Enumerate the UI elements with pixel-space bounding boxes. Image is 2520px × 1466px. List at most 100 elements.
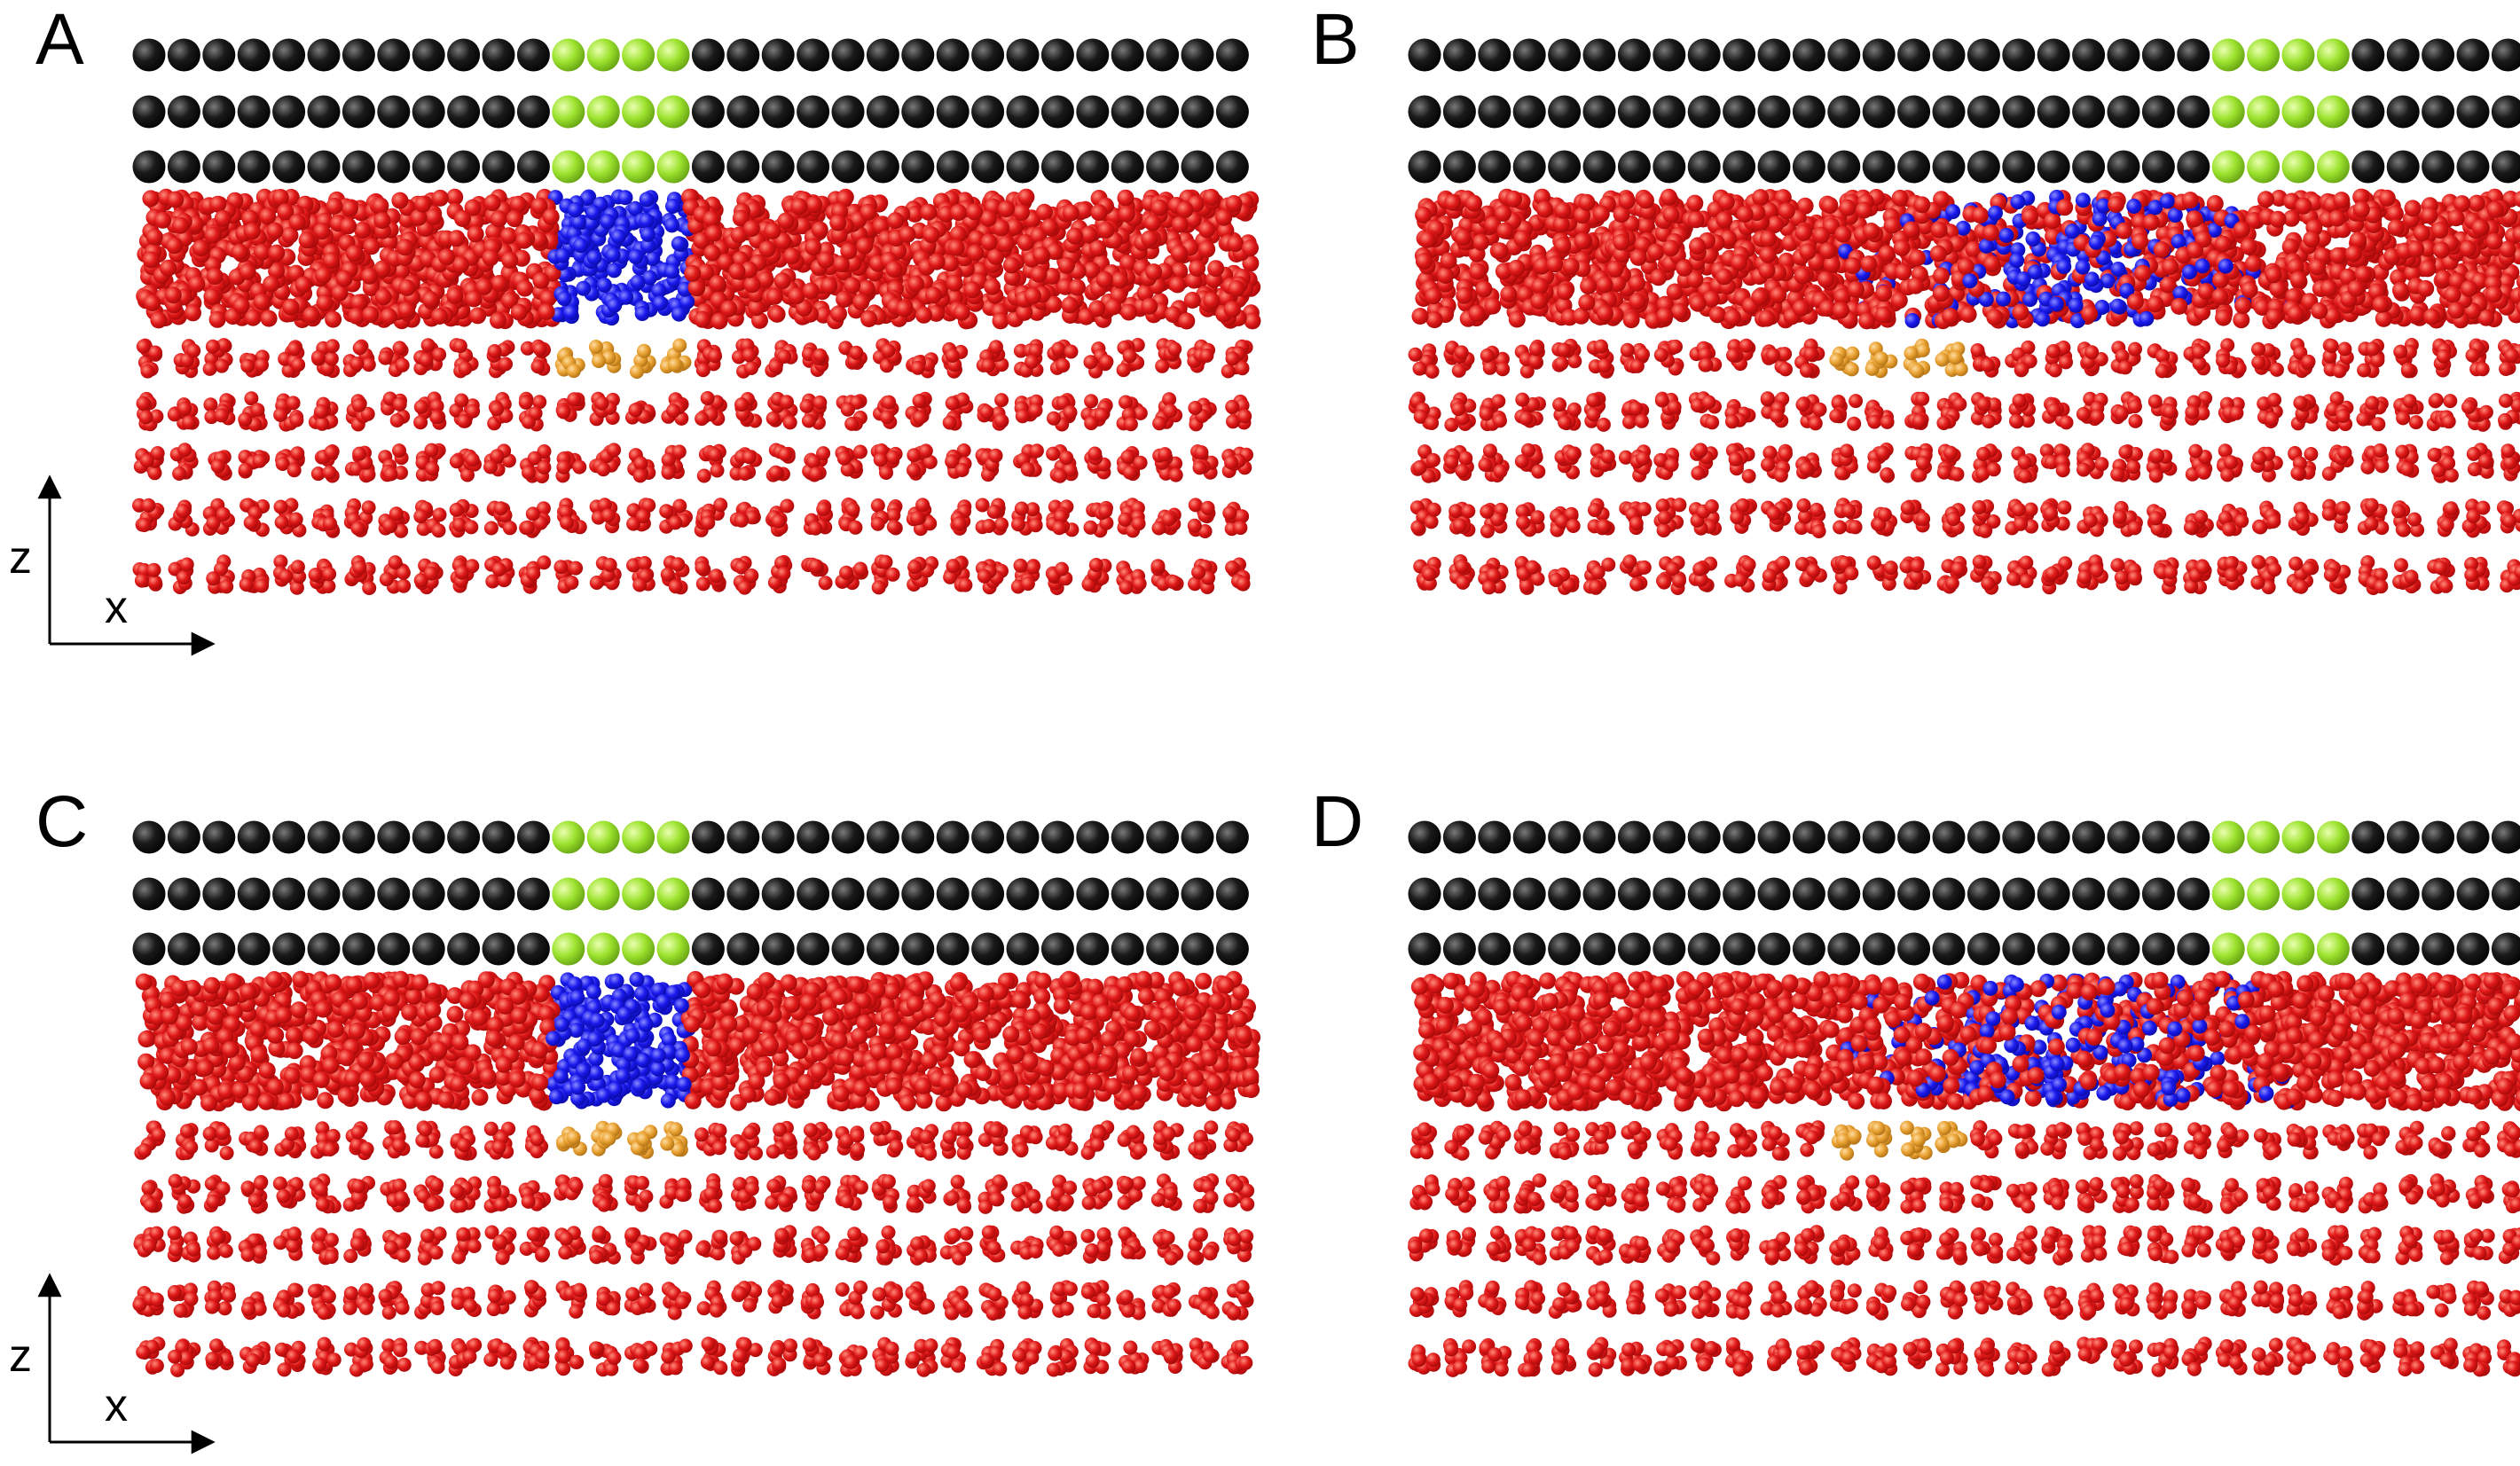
lattice-atom xyxy=(1480,348,1495,363)
window-atom xyxy=(552,38,585,72)
lattice-atom xyxy=(1482,360,1497,375)
wall-atom xyxy=(1792,150,1825,184)
tagged-substrate-atom xyxy=(668,357,682,372)
lattice-atom xyxy=(1025,560,1040,575)
fluid-atom xyxy=(805,239,822,256)
fluid-atom xyxy=(1792,299,1810,317)
window-atom xyxy=(2211,38,2245,72)
fluid-atom xyxy=(811,221,828,239)
lattice-atom xyxy=(1052,521,1067,536)
lattice-atom xyxy=(378,350,393,365)
lattice-atom xyxy=(1013,558,1028,573)
lattice-atom xyxy=(392,443,406,459)
fluid-atom xyxy=(2206,195,2224,212)
lattice-atom xyxy=(1161,512,1176,527)
fluid-atom xyxy=(1171,245,1188,262)
lattice-atom xyxy=(134,573,149,588)
lattice-atom xyxy=(809,466,824,482)
window-atom xyxy=(622,95,656,129)
fluid-atom xyxy=(231,243,248,261)
fluid-atom xyxy=(323,252,340,270)
fluid-atom xyxy=(2134,264,2152,282)
fluid-atom xyxy=(1556,283,1574,301)
fluid-atom xyxy=(922,226,940,244)
lattice-atom xyxy=(392,396,407,412)
lattice-atom xyxy=(255,357,269,372)
lattice-atom xyxy=(1188,401,1203,415)
fluid-atom xyxy=(1597,304,1613,322)
fluid-atom xyxy=(840,242,858,260)
wall-atom xyxy=(132,150,166,184)
wall-atom xyxy=(1442,150,1476,184)
window-atom xyxy=(2247,150,2281,184)
wall-atom xyxy=(866,95,899,129)
fluid-atom xyxy=(1145,263,1163,281)
tagged-fluid-atom xyxy=(2110,262,2126,277)
wall-atom xyxy=(1827,150,1861,184)
fluid-atom xyxy=(253,293,271,310)
wall-atom xyxy=(1181,38,1214,72)
tagged-fluid-atom xyxy=(585,205,601,221)
lattice-atom xyxy=(782,415,797,430)
fluid-atom xyxy=(2142,214,2160,231)
lattice-atom xyxy=(206,571,221,586)
tagged-fluid-atom xyxy=(630,274,646,290)
fluid-atom xyxy=(966,203,984,221)
lattice-atom xyxy=(490,402,505,417)
fluid-atom xyxy=(485,223,503,240)
fluid-atom xyxy=(1554,237,1572,255)
fluid-atom xyxy=(684,264,702,282)
lattice-atom xyxy=(1168,467,1183,482)
lattice-atom xyxy=(977,568,992,584)
wall-atom xyxy=(971,38,1005,72)
lattice-atom xyxy=(279,568,294,584)
wall-atom xyxy=(797,38,830,72)
lattice-atom xyxy=(818,576,833,591)
window-atom xyxy=(2247,95,2281,129)
fluid-atom xyxy=(2021,208,2038,225)
wall-atom xyxy=(1582,95,1616,129)
wall-atom xyxy=(936,38,970,72)
fluid-atom xyxy=(742,220,760,238)
fluid-atom xyxy=(2295,197,2312,215)
lattice-atom xyxy=(202,361,217,376)
tagged-fluid-atom xyxy=(2084,271,2100,287)
wall-atom xyxy=(1827,95,1861,129)
fluid-atom xyxy=(1596,276,1613,294)
fluid-atom xyxy=(2116,222,2132,239)
wall-atom xyxy=(1897,150,1931,184)
fluid-atom xyxy=(950,204,968,221)
fluid-atom xyxy=(1760,230,1778,247)
wall-atom xyxy=(1687,38,1721,72)
fluid-atom xyxy=(947,239,965,256)
fluid-atom xyxy=(710,312,728,330)
fluid-atom xyxy=(2281,238,2299,255)
lattice-atom xyxy=(1020,576,1035,592)
fluid-atom xyxy=(1650,269,1668,286)
fluid-atom xyxy=(788,287,805,305)
fluid-atom xyxy=(142,251,160,269)
lattice-atom xyxy=(383,466,398,482)
fluid-atom xyxy=(1629,293,1646,310)
lattice-atom xyxy=(696,468,711,483)
fluid-atom xyxy=(1176,200,1194,218)
lattice-atom xyxy=(1118,512,1133,527)
wall-atom xyxy=(1723,150,1756,184)
wall-atom xyxy=(2422,38,2455,72)
fluid-atom xyxy=(282,298,300,316)
lattice-atom xyxy=(989,340,1003,355)
wall-atom xyxy=(341,150,375,184)
lattice-atom xyxy=(734,397,749,412)
fluid-atom xyxy=(1736,206,1754,223)
wall-atom xyxy=(1932,150,1966,184)
lattice-atom xyxy=(423,566,438,581)
fluid-atom xyxy=(372,197,389,215)
wall-atom xyxy=(2037,150,2070,184)
lattice-atom xyxy=(499,357,513,372)
lattice-atom xyxy=(1051,341,1066,357)
lattice-atom xyxy=(907,560,922,575)
fluid-atom xyxy=(1061,296,1079,314)
lattice-atom xyxy=(483,521,499,536)
fluid-atom xyxy=(2081,305,2099,323)
fluid-atom xyxy=(1456,286,1473,304)
